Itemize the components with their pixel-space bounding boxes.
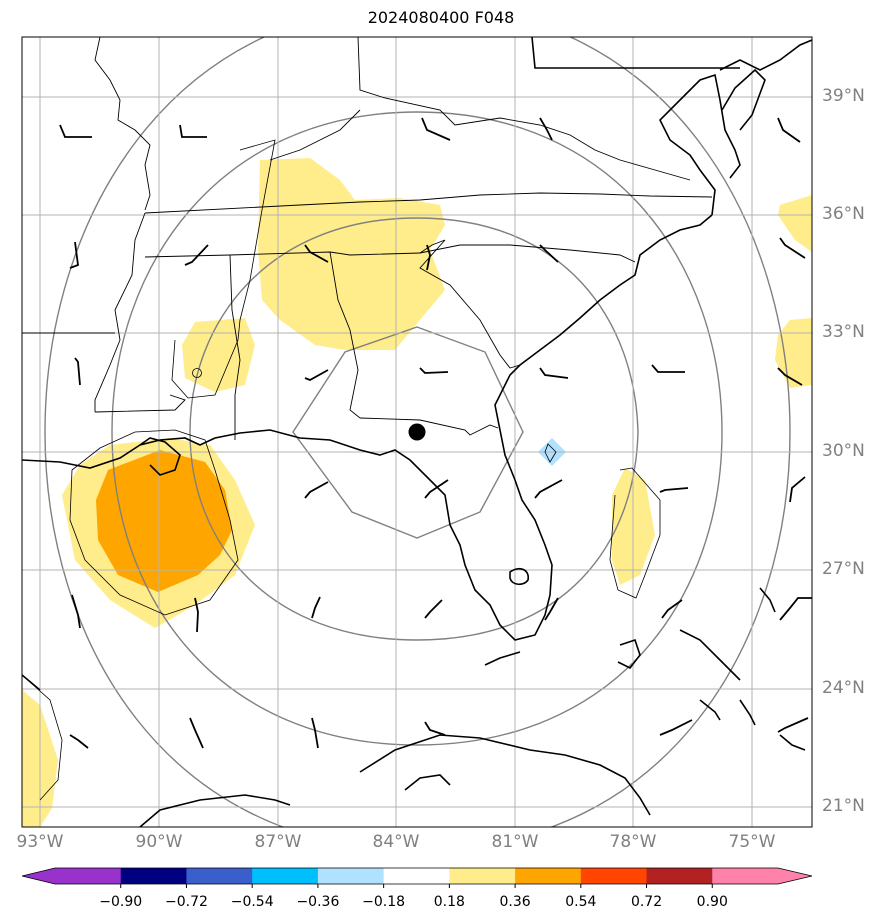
lon-label: 78°W	[609, 832, 657, 852]
lat-label: 36°N	[822, 204, 865, 224]
colorbar-segment	[120, 868, 187, 884]
coastlines	[22, 37, 812, 827]
lat-label: 39°N	[822, 86, 865, 106]
colorbar-segment	[186, 868, 253, 884]
colorbar-tick-label: −0.36	[296, 894, 340, 910]
lat-label: 30°N	[822, 441, 865, 461]
center-marker	[408, 423, 426, 441]
lon-label: 75°W	[728, 832, 776, 852]
lon-label: 90°W	[135, 832, 183, 852]
colorbar-segment	[646, 868, 713, 884]
colorbar-segment	[515, 868, 582, 884]
state-borders	[22, 37, 713, 440]
wind-barbs	[59, 117, 812, 749]
graticule	[22, 37, 812, 827]
map-frame	[21, 36, 813, 828]
colorbar-tick-label: 0.72	[630, 894, 663, 910]
colorbar-tick-label: −0.72	[165, 894, 208, 910]
colorbar	[21, 867, 813, 888]
colorbar-tick-label: 0.54	[565, 894, 597, 910]
colorbar-tick-label: 0.36	[499, 894, 531, 910]
lat-label: 21°N	[822, 796, 865, 816]
lon-label: 93°W	[16, 832, 64, 852]
colorbar-tick-label: −0.90	[99, 894, 143, 910]
colorbar-extend-low	[22, 868, 55, 884]
colorbar-segment	[317, 868, 385, 884]
colorbar-segment	[580, 868, 648, 884]
contour-outlines	[22, 139, 661, 801]
colorbar-segment	[383, 868, 450, 884]
map-title: 2024080400 F048	[367, 8, 515, 27]
lat-label: 33°N	[822, 322, 865, 342]
lat-label: 27°N	[822, 559, 865, 579]
lon-label: 87°W	[254, 832, 302, 852]
colorbar-segment	[712, 868, 779, 884]
lon-label: 81°W	[491, 832, 539, 852]
colorbar-tick-label: 0.90	[696, 894, 728, 910]
colorbar-segment	[55, 868, 122, 884]
lon-label: 84°W	[372, 832, 420, 852]
colorbar-extend-high	[778, 868, 812, 884]
colorbar-tick-label: 0.18	[433, 894, 465, 910]
colorbar-segment	[252, 868, 319, 884]
colorbar-tick-label: −0.18	[362, 894, 406, 910]
colorbar-tick-label: −0.54	[230, 894, 274, 910]
colorbar-segment	[449, 868, 516, 884]
colorbar-outline	[21, 867, 813, 885]
positive-anomaly-mid	[96, 450, 232, 592]
lat-label: 24°N	[822, 678, 865, 698]
